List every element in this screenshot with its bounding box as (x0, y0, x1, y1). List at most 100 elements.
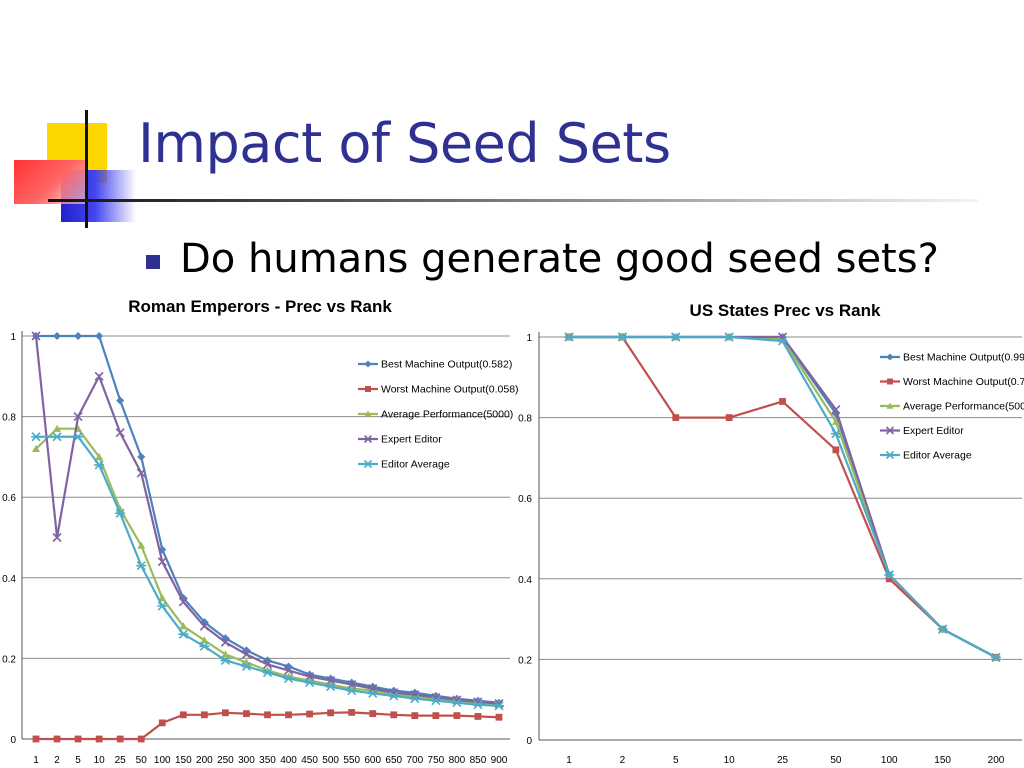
data-point (199, 621, 209, 631)
data-point (116, 396, 125, 405)
legend-label: Worst Machine Output(0.787) (903, 376, 1024, 388)
legend-label: Best Machine Output(0.995) (903, 352, 1024, 364)
data-point (221, 650, 230, 658)
bullet-text: Do humans generate good seed sets? (180, 236, 939, 282)
data-point (31, 331, 41, 341)
data-point (991, 652, 1001, 662)
data-point (95, 735, 103, 743)
x-tick-label: 700 (406, 755, 423, 766)
y-tick-label: 0.2 (518, 655, 532, 666)
x-tick-label: 500 (322, 755, 339, 766)
legend-marker (364, 410, 372, 417)
data-point (327, 709, 335, 717)
chart-1: Roman Emperors - Prec vs Rank 0 0.2 0.4 0.6 0… (2, 297, 518, 766)
data-point (241, 661, 252, 672)
x-tick-label: 800 (449, 755, 466, 766)
legend-label: Expert Editor (903, 425, 964, 437)
data-point (158, 719, 166, 727)
x-tick-label: 2 (620, 755, 626, 766)
charts-area: Roman Emperors - Prec vs Rank 0 0.2 0.4 0.6 0… (2, 297, 1024, 766)
x-tick-label: 250 (217, 755, 234, 766)
data-point (136, 561, 147, 571)
data-point (222, 709, 229, 717)
data-point (937, 624, 948, 634)
red-square-decoration (14, 160, 86, 204)
data-point (495, 713, 503, 721)
x-tick-label: 1 (33, 755, 39, 766)
legend-marker (363, 459, 373, 469)
legend: Best Machine Output(0.582) Worst Machine … (358, 359, 519, 471)
data-point (73, 432, 84, 442)
x-tick-label: 25 (777, 755, 789, 766)
y-tick-label: 0 (526, 736, 532, 747)
legend-marker (887, 378, 893, 385)
data-point (410, 688, 419, 697)
y-tick-label: 0.4 (2, 574, 16, 585)
data-point (831, 404, 841, 415)
data-point (32, 444, 40, 453)
data-point (885, 575, 893, 583)
data-point (617, 332, 628, 342)
x-tick-label: 5 (75, 755, 81, 766)
data-point (116, 735, 124, 743)
data-point (95, 332, 104, 340)
y-tick-label: 1 (526, 333, 532, 344)
data-point (779, 398, 786, 405)
slide-title: Impact of Seed Sets (138, 112, 671, 175)
data-point (432, 712, 440, 720)
data-point (220, 655, 231, 665)
y-tick-label: 0.2 (2, 654, 16, 665)
data-point (831, 417, 840, 425)
y-tick-label: 0.8 (2, 413, 16, 424)
x-tick-label: 600 (364, 755, 381, 766)
data-point (390, 711, 398, 719)
legend-marker (886, 353, 894, 361)
legend-label: Worst Machine Output(0.058) (381, 384, 519, 396)
data-point (672, 414, 680, 421)
data-point (115, 508, 126, 518)
data-point (115, 428, 125, 438)
x-tick-label: 2 (54, 755, 60, 766)
data-point (285, 711, 292, 719)
x-tick-label: 150 (934, 755, 951, 766)
legend-marker (885, 450, 895, 460)
data-point (200, 711, 208, 719)
data-point (453, 712, 461, 720)
x-tick-label: 5 (673, 755, 679, 766)
x-tick-label: 450 (301, 755, 318, 766)
x-tick-label: 200 (196, 755, 213, 766)
vertical-rule-decoration (85, 110, 88, 228)
chart-title: Roman Emperors - Prec vs Rank (128, 297, 392, 316)
x-tick-label: 10 (94, 755, 106, 766)
data-point (178, 597, 188, 607)
data-point (136, 468, 146, 478)
data-point (32, 735, 40, 743)
data-point (178, 629, 189, 639)
x-tick-label: 100 (154, 755, 171, 766)
chart-title: US States Prec vs Rank (690, 301, 881, 320)
data-point (346, 686, 357, 696)
legend-label: Average Performance(5000) (381, 409, 513, 421)
legend-marker (365, 386, 371, 392)
data-point (777, 332, 788, 342)
data-point (725, 414, 733, 421)
bullet-item: Do humans generate good seed sets? (146, 236, 939, 282)
data-point (157, 557, 167, 567)
data-point (262, 667, 273, 678)
legend: Best Machine Output(0.995) Worst Machine … (880, 352, 1024, 462)
y-tick-label: 0.8 (518, 414, 532, 425)
data-point (220, 637, 230, 647)
legend-label: Editor Average (903, 450, 972, 462)
legend-marker (885, 426, 895, 435)
data-point (348, 709, 356, 716)
legend-marker (363, 434, 373, 444)
x-tick-label: 10 (724, 755, 736, 766)
data-point (409, 694, 420, 704)
data-point (179, 711, 187, 719)
data-point (411, 712, 419, 720)
data-point (241, 649, 252, 659)
data-point (367, 688, 378, 699)
x-tick-label: 300 (238, 755, 255, 766)
x-tick-label: 550 (343, 755, 360, 766)
